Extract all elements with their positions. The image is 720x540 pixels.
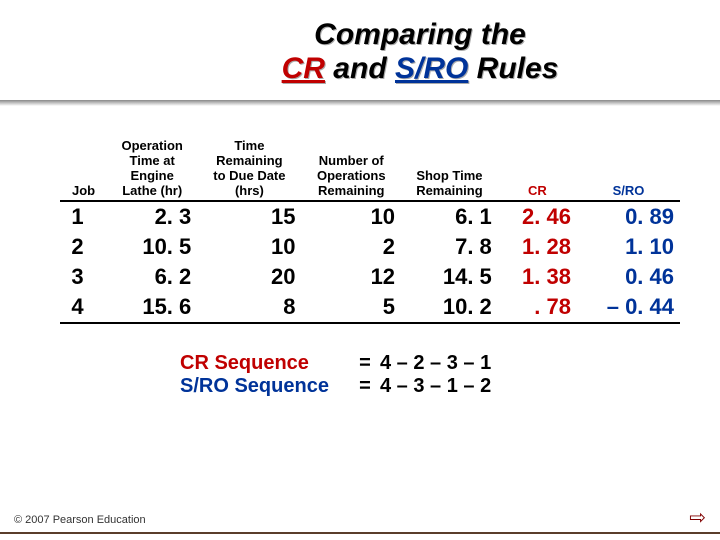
cell-ops: 12 <box>302 262 402 292</box>
table-row: 3 6. 2 20 12 14. 5 1. 38 0. 46 <box>60 262 680 292</box>
cell-sro: 0. 46 <box>577 262 680 292</box>
eq-sign: = <box>350 375 380 398</box>
bottom-border <box>0 532 720 534</box>
sro-sequence-row: S/RO Sequence = 4 – 3 – 1 – 2 <box>180 375 720 398</box>
col-time-remain: TimeRemainingto Due Date(hrs) <box>197 136 301 201</box>
col-sro: S/RO <box>577 136 680 201</box>
cell-time: 20 <box>197 262 301 292</box>
col-num-ops: Number ofOperationsRemaining <box>302 136 402 201</box>
comparison-table: Job OperationTime atEngineLathe (hr) Tim… <box>60 136 690 324</box>
cell-shop: 7. 8 <box>401 232 498 262</box>
cell-sro: 0. 89 <box>577 201 680 232</box>
cell-cr: . 78 <box>498 292 577 323</box>
col-op-time: OperationTime atEngineLathe (hr) <box>107 136 197 201</box>
cell-ops: 5 <box>302 292 402 323</box>
cell-job: 1 <box>60 201 107 232</box>
cell-time: 10 <box>197 232 301 262</box>
title-line-2: CR and S/RO Rules <box>160 52 680 86</box>
title-sro: S/RO <box>395 52 468 85</box>
cell-time: 15 <box>197 201 301 232</box>
table-row: 2 10. 5 10 2 7. 8 1. 28 1. 10 <box>60 232 680 262</box>
cell-op: 6. 2 <box>107 262 197 292</box>
cell-sro: – 0. 44 <box>577 292 680 323</box>
sro-seq-label: S/RO Sequence <box>180 375 350 398</box>
col-cr: CR <box>498 136 577 201</box>
col-job: Job <box>60 136 107 201</box>
title-line-1: Comparing the <box>160 18 680 52</box>
cell-op: 2. 3 <box>107 201 197 232</box>
cell-job: 3 <box>60 262 107 292</box>
cell-ops: 10 <box>302 201 402 232</box>
table-row: 4 15. 6 8 5 10. 2 . 78 – 0. 44 <box>60 292 680 323</box>
cell-ops: 2 <box>302 232 402 262</box>
col-shop-time: Shop TimeRemaining <box>401 136 498 201</box>
next-arrow-icon[interactable]: ⇨ <box>689 505 706 530</box>
slide-title: Comparing the CR and S/RO Rules <box>0 0 720 94</box>
sro-seq-value: 4 – 3 – 1 – 2 <box>380 375 491 398</box>
cell-sro: 1. 10 <box>577 232 680 262</box>
title-cr: CR <box>282 52 325 85</box>
cell-job: 2 <box>60 232 107 262</box>
cell-op: 15. 6 <box>107 292 197 323</box>
title-and: and <box>325 52 395 85</box>
cr-sequence-row: CR Sequence = 4 – 2 – 3 – 1 <box>180 352 720 375</box>
table-row: 1 2. 3 15 10 6. 1 2. 46 0. 89 <box>60 201 680 232</box>
title-rules: Rules <box>468 52 558 85</box>
eq-sign: = <box>350 352 380 375</box>
cell-time: 8 <box>197 292 301 323</box>
title-shadow <box>0 100 720 106</box>
sequence-block: CR Sequence = 4 – 2 – 3 – 1 S/RO Sequenc… <box>180 352 720 398</box>
cell-cr: 1. 38 <box>498 262 577 292</box>
cell-job: 4 <box>60 292 107 323</box>
cell-op: 10. 5 <box>107 232 197 262</box>
cr-seq-label: CR Sequence <box>180 352 350 375</box>
copyright-footer: © 2007 Pearson Education <box>14 514 146 526</box>
cr-seq-value: 4 – 2 – 3 – 1 <box>380 352 491 375</box>
cell-shop: 14. 5 <box>401 262 498 292</box>
cell-cr: 1. 28 <box>498 232 577 262</box>
cell-shop: 6. 1 <box>401 201 498 232</box>
cell-shop: 10. 2 <box>401 292 498 323</box>
cell-cr: 2. 46 <box>498 201 577 232</box>
